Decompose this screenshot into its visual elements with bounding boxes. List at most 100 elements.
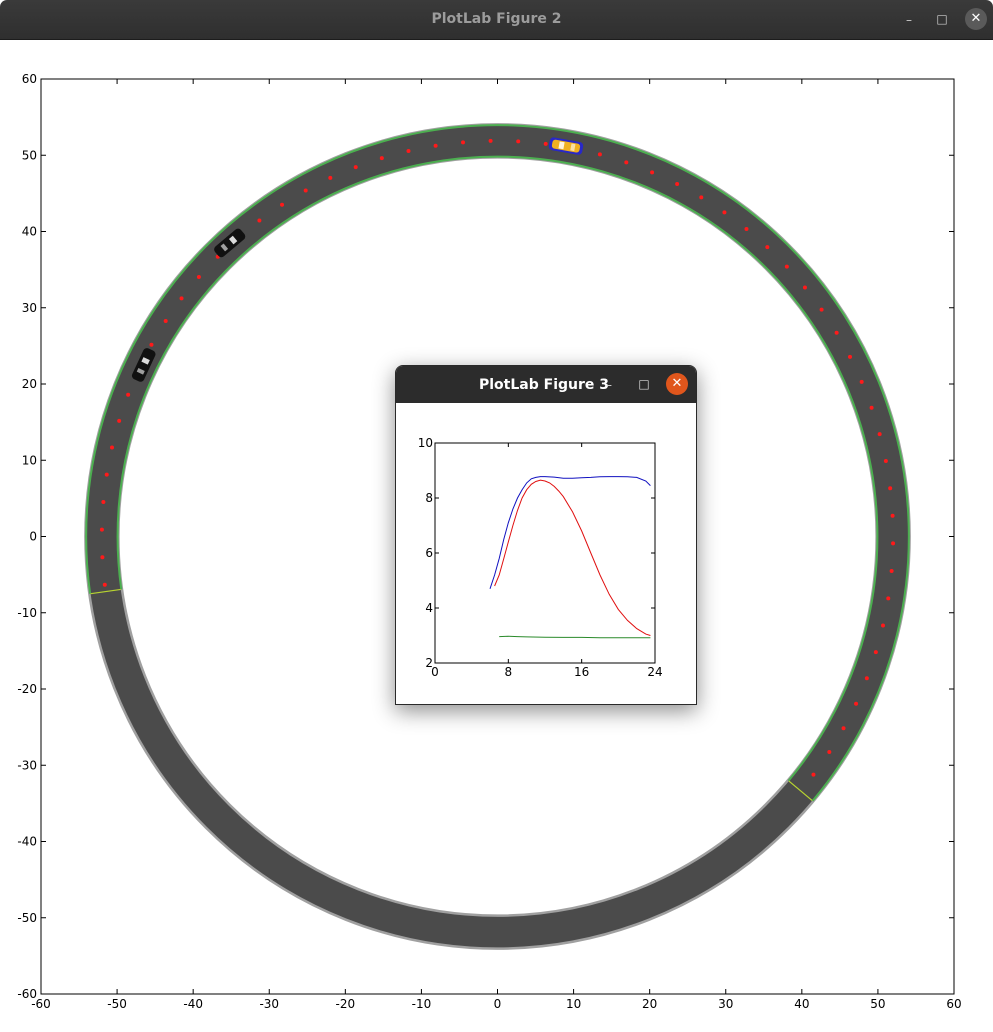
waypoint-marker <box>488 138 493 143</box>
x-tick-label: 60 <box>946 997 961 1011</box>
maximize-button[interactable]: □ <box>936 12 948 26</box>
waypoint-marker <box>834 330 839 335</box>
waypoint-marker <box>859 379 864 384</box>
waypoint-marker <box>888 486 893 491</box>
vehicle-icon-car-b <box>131 348 156 382</box>
x-tick-label: 16 <box>574 665 589 679</box>
waypoint-marker <box>303 188 308 193</box>
x-tick-label: 20 <box>642 997 657 1011</box>
x-tick-label: 0 <box>494 997 502 1011</box>
vehicle-rear-window <box>570 143 576 152</box>
waypoint-marker <box>699 195 704 200</box>
waypoint-marker <box>873 650 878 655</box>
x-tick-label: -10 <box>412 997 432 1011</box>
y-tick-label: 30 <box>22 301 37 315</box>
waypoint-marker <box>802 285 807 290</box>
series-line-0 <box>489 476 651 589</box>
waypoint-marker <box>406 149 411 154</box>
segment-boundary-line <box>90 588 121 595</box>
x-tick-label: 0 <box>431 665 439 679</box>
inset-maximize-button[interactable]: □ <box>638 377 650 391</box>
x-tick-label: -60 <box>31 997 51 1011</box>
y-tick-label: 2 <box>425 656 433 670</box>
y-tick-label: -60 <box>17 987 37 1001</box>
plotlab-figure-3-window: PlotLab Figure 3 – □ ✕ 0 8 16 24 2 4 6 8 10 <box>395 365 697 705</box>
y-tick-label: 6 <box>425 546 433 560</box>
x-tick-label: -30 <box>259 997 279 1011</box>
y-tick-label: 10 <box>418 436 433 450</box>
y-tick-label: -20 <box>17 682 37 696</box>
y-tick-label: -30 <box>17 758 37 772</box>
waypoint-marker <box>280 202 285 207</box>
waypoint-marker <box>827 749 832 754</box>
inset-close-button[interactable]: ✕ <box>666 373 688 395</box>
title-bar-inset[interactable]: PlotLab Figure 3 – □ ✕ <box>396 366 696 403</box>
waypoint-marker <box>883 459 888 464</box>
waypoint-marker <box>675 181 680 186</box>
inset-minimize-button[interactable]: – <box>606 378 612 392</box>
vehicle-rear-window <box>220 243 229 252</box>
minimize-button[interactable]: – <box>906 13 912 27</box>
series-line-1 <box>494 479 651 636</box>
window-title: PlotLab Figure 2 <box>431 11 562 27</box>
waypoint-marker <box>841 726 846 731</box>
waypoint-marker <box>848 354 853 359</box>
x-tick-label: -50 <box>107 997 127 1011</box>
x-tick-label: 40 <box>794 997 809 1011</box>
waypoint-marker <box>257 218 262 223</box>
x-tick-label: 8 <box>505 665 513 679</box>
y-tick-label: -40 <box>17 835 37 849</box>
y-tick-label: 40 <box>22 225 37 239</box>
waypoint-marker <box>886 596 891 601</box>
waypoint-marker <box>379 156 384 161</box>
waypoint-marker <box>149 342 154 347</box>
y-tick-label: 0 <box>29 530 37 544</box>
y-tick-label: 50 <box>22 148 37 162</box>
waypoint-marker <box>854 701 859 706</box>
x-tick-label: -40 <box>183 997 203 1011</box>
waypoint-marker <box>869 405 874 410</box>
vehicle-icon-car-a <box>214 228 246 258</box>
waypoint-marker <box>744 227 749 232</box>
waypoint-marker <box>196 274 201 279</box>
waypoint-marker <box>102 582 107 587</box>
segment-boundary-line <box>788 780 813 802</box>
waypoint-marker <box>891 541 896 546</box>
waypoint-marker <box>811 772 816 777</box>
waypoint-marker <box>99 527 104 532</box>
waypoint-marker <box>889 568 894 573</box>
waypoint-marker <box>163 319 168 324</box>
waypoint-marker <box>101 500 106 505</box>
y-tick-label: 60 <box>22 72 37 86</box>
y-tick-label: 4 <box>425 601 433 615</box>
x-tick-label: 50 <box>870 997 885 1011</box>
vehicle-icon-ego <box>548 137 584 155</box>
waypoint-marker <box>110 445 115 450</box>
close-button[interactable]: ✕ <box>965 8 987 30</box>
series-line-2 <box>499 635 651 639</box>
waypoint-marker <box>104 472 109 477</box>
waypoint-marker <box>328 175 333 180</box>
vehicle-windshield <box>558 141 565 150</box>
waypoint-marker <box>126 392 131 397</box>
waypoint-marker <box>624 160 629 165</box>
waypoint-marker <box>880 623 885 628</box>
inset-window-title: PlotLab Figure 3 <box>479 377 609 393</box>
vehicle-rear-window <box>136 367 145 375</box>
waypoint-marker <box>433 143 438 148</box>
vehicle-windshield <box>141 357 150 365</box>
waypoint-marker <box>100 555 105 560</box>
waypoint-marker <box>765 245 770 250</box>
x-tick-label: 30 <box>718 997 733 1011</box>
waypoint-marker <box>516 139 521 144</box>
waypoint-marker <box>353 165 358 170</box>
waypoint-marker <box>117 418 122 423</box>
track-highlight-outer <box>85 124 910 802</box>
waypoint-marker <box>890 513 895 518</box>
track-highlight-inner <box>116 155 879 782</box>
y-tick-label: 8 <box>425 491 433 505</box>
title-bar[interactable]: PlotLab Figure 2 – □ ✕ <box>0 0 993 40</box>
waypoint-marker <box>819 307 824 312</box>
plot-frame <box>434 442 656 664</box>
